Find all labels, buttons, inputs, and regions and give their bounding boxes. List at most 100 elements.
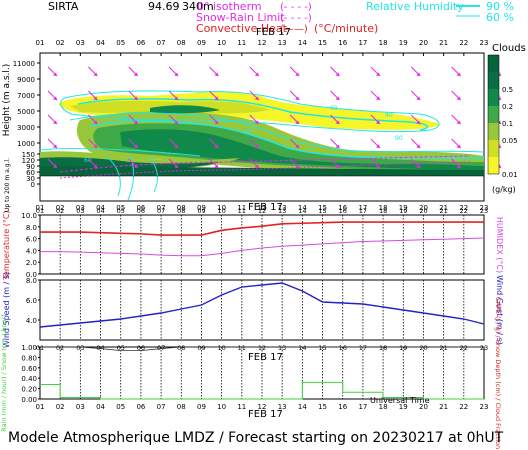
- height-tick-label: 120: [22, 157, 35, 165]
- hour-tick-label: 15: [318, 403, 327, 411]
- cape-axis-label: CAPE (J / g) / Snow Depth (cm) / Cloud F…: [494, 297, 502, 449]
- wind-arrow-head: [375, 96, 380, 100]
- rh-contour-60-upper: [60, 90, 440, 133]
- wind-speed-axis-label: Wind Speed (m / s): [2, 272, 11, 348]
- hour-tick-label: 03: [76, 39, 85, 47]
- wind-arrow: [410, 90, 421, 101]
- wind-arrow-head: [214, 144, 219, 148]
- hour-tick-label: 13: [278, 207, 286, 215]
- height-tick-label: 90: [26, 163, 35, 171]
- wind-arrow-head: [416, 120, 421, 124]
- cloud-region-denser: [120, 129, 484, 170]
- y-tick-label: 6.0: [26, 236, 37, 244]
- hour-tick-label: 12: [258, 403, 267, 411]
- hour-tick-label: 08: [177, 207, 185, 215]
- station-name: SIRTA: [48, 0, 79, 13]
- wind-arrow: [168, 138, 179, 149]
- hour-tick-label: 17: [358, 204, 367, 212]
- y-tick-label: 8.0: [26, 277, 37, 285]
- series-line: [40, 381, 484, 400]
- hour-tick-label: 17: [359, 344, 367, 352]
- hour-tick-label: 01: [36, 207, 44, 215]
- series-line: [40, 221, 484, 236]
- hour-tick-label: 16: [338, 204, 347, 212]
- y-tick-label: 6.0: [26, 297, 37, 305]
- x-axis-label: Universal Time: [370, 396, 430, 405]
- y-tick-label: 0.20: [21, 386, 37, 394]
- wind-arrow: [451, 138, 461, 149]
- cloud-legend-tick: 0.05: [502, 137, 518, 145]
- wind-arrow: [289, 158, 300, 169]
- hour-tick-label: 11: [237, 39, 246, 47]
- hour-tick-label: 13: [278, 39, 287, 47]
- hour-tick-label: 09: [197, 403, 206, 411]
- hour-tick-label: 03: [76, 344, 84, 352]
- wind-arrow: [209, 114, 219, 125]
- y-tick-label: 8.0: [26, 224, 37, 232]
- wind-arrow-head: [174, 96, 179, 100]
- rh-contour-90-mid: [89, 120, 484, 159]
- wind-arrow: [370, 90, 381, 101]
- wind-arrow-head: [254, 164, 259, 168]
- wind-arrow-head: [335, 144, 340, 148]
- hour-tick-label: 14: [298, 204, 307, 212]
- hour-tick-label: 05: [116, 39, 125, 47]
- wind-arrow-head: [53, 144, 57, 148]
- wind-arrow: [451, 158, 461, 169]
- wind-plot: 8.0 6.0 4.0: [26, 277, 485, 340]
- hour-tick-label: 23: [480, 204, 489, 212]
- precip-plot: 01 02 03 04 05 06 07 08 09 10 11 12 13 14 15 16 17 18 19 20…: [21, 344, 488, 404]
- hour-tick-label: 01: [36, 39, 45, 47]
- temperature-panel-frame: [39, 214, 485, 275]
- cloud-region-ground: [40, 166, 484, 176]
- hour-tick-label: 04: [96, 204, 105, 212]
- wind-arrow: [451, 114, 461, 125]
- wind-arrow: [370, 66, 381, 77]
- hour-tick-label: 16: [339, 207, 347, 215]
- hour-tick-label: 10: [217, 204, 226, 212]
- hour-tick-label: 21: [439, 344, 447, 352]
- hour-tick-label: 21: [439, 39, 448, 47]
- hour-tick-label: 12: [258, 207, 266, 215]
- hour-tick-label: 13: [278, 403, 287, 411]
- rh-contour-label: 60: [84, 157, 92, 164]
- hour-tick-label: 16: [338, 403, 347, 411]
- wind-arrow: [209, 90, 219, 101]
- hour-tick-label: 06: [136, 403, 145, 411]
- rh-60-label: 60 %: [486, 11, 514, 24]
- hour-tick-label: 23: [480, 39, 489, 47]
- rh-contour-60-low-d: [39, 147, 201, 157]
- rh-contour-label: 90: [395, 135, 403, 142]
- hour-tick-label: 01: [36, 204, 45, 212]
- hour-tick-label: 21: [439, 403, 448, 411]
- rh-contour-60-low-a: [105, 155, 121, 197]
- wind-arrow: [289, 90, 300, 101]
- y-tick-label: 2.0: [26, 259, 37, 267]
- wind-arrow: [249, 114, 260, 125]
- hour-tick-label: 07: [157, 344, 165, 352]
- hour-tick-label: 18: [379, 344, 387, 352]
- hour-tick-label: 20: [419, 204, 428, 212]
- wind-arrow: [168, 158, 179, 169]
- wind-arrow: [249, 158, 260, 169]
- hour-tick-label: 08: [177, 403, 186, 411]
- wind-arrow-head: [214, 120, 219, 124]
- wind-arrow-head: [254, 72, 259, 76]
- station-altitude: 340m: [182, 0, 214, 13]
- height-tick-label: 60: [26, 169, 35, 177]
- wind-arrow-head: [295, 164, 300, 168]
- rh-contour-60-low-c: [149, 157, 158, 193]
- wind-arrow: [451, 66, 461, 77]
- hour-tick-label: 02: [56, 344, 64, 352]
- hour-tick-label: 17: [359, 207, 367, 215]
- hour-tick-label: 12: [258, 344, 266, 352]
- height-tick-label: 30: [26, 175, 35, 183]
- y-tick-label: 0.0: [26, 271, 37, 279]
- isotherm-line: [59, 155, 471, 173]
- convective-symbol: (——): [280, 24, 308, 35]
- hour-axis-top: 01 02 03 04 05 06 07 08 09 10 11 12 13 14 15 16 17 18 19 20…: [36, 39, 489, 56]
- height-tick-label: 7000: [17, 92, 35, 100]
- hour-tick-label: 05: [116, 204, 125, 212]
- wind-arrow: [88, 158, 98, 169]
